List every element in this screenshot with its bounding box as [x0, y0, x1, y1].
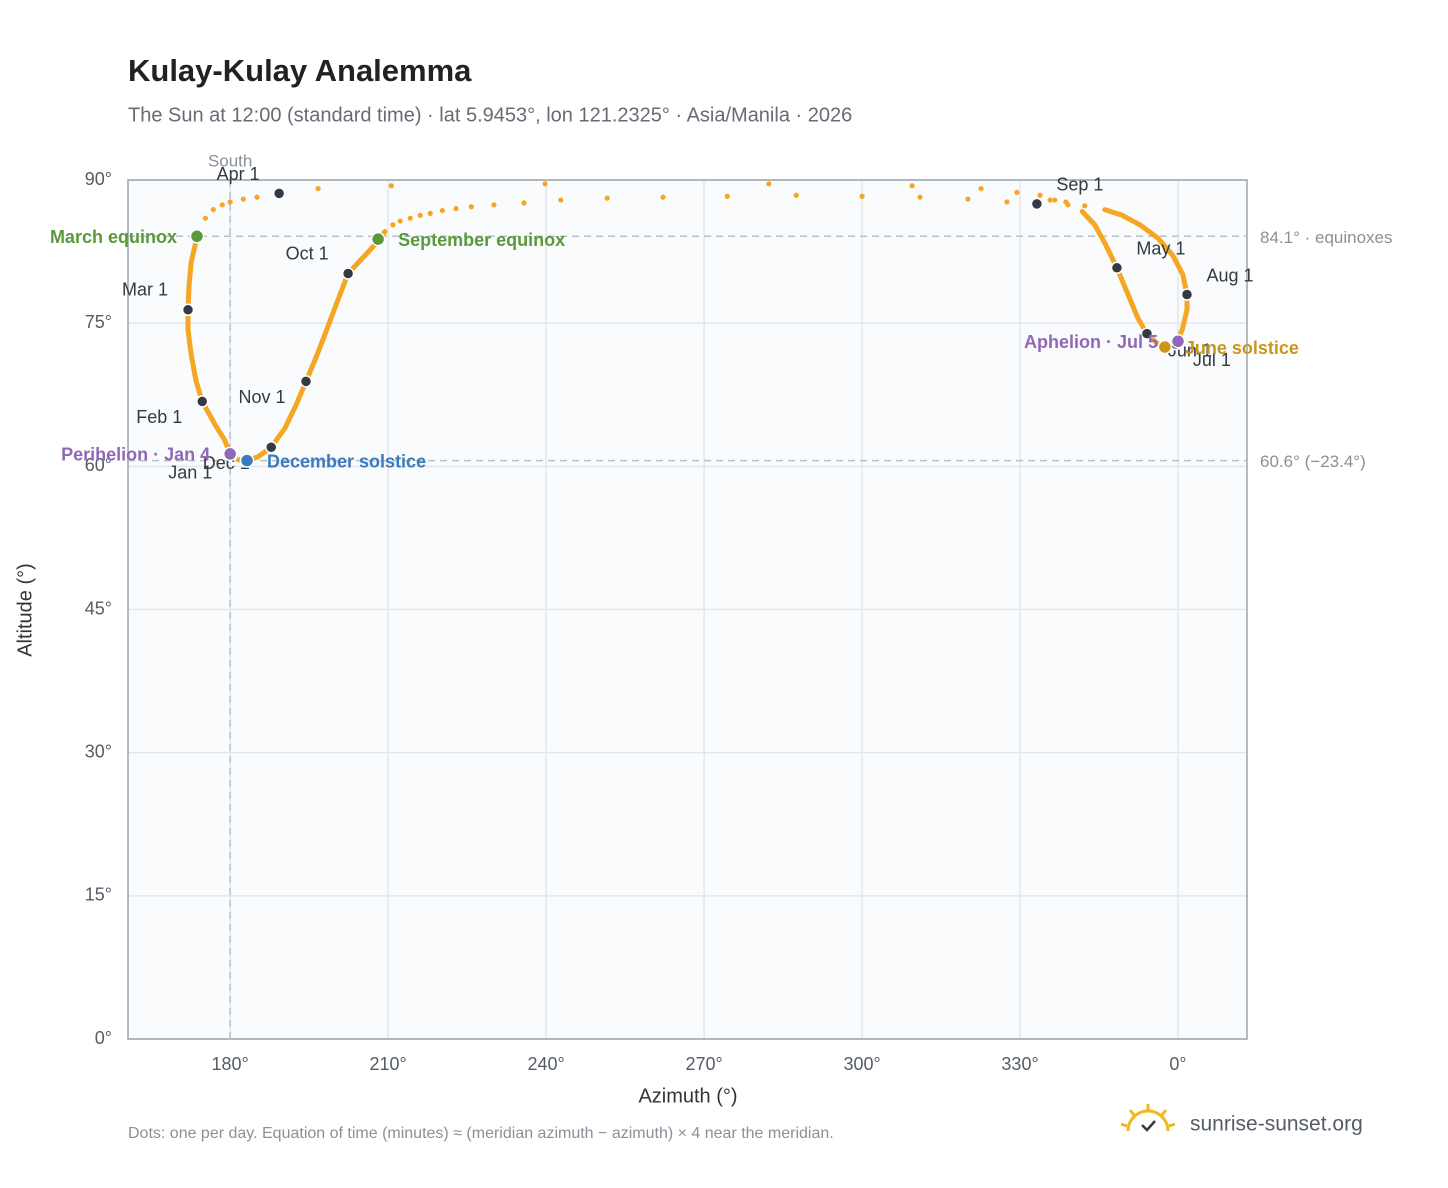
day-dot: [766, 181, 772, 187]
day-dot: [1047, 197, 1053, 203]
day-dot: [453, 206, 459, 212]
day-dot: [604, 195, 610, 201]
brand: sunrise-sunset.org: [1190, 1113, 1363, 1136]
day-dot: [240, 196, 246, 202]
y-axis-label: Altitude (°): [14, 563, 36, 657]
day-dot: [909, 183, 915, 189]
day-dot: [397, 218, 403, 224]
month-marker: [272, 187, 286, 200]
event-marker: [239, 453, 255, 468]
day-dot: [558, 197, 564, 203]
day-dot: [254, 194, 260, 200]
day-dot: [1082, 203, 1088, 209]
month-marker: [264, 440, 278, 454]
event-marker: [370, 231, 386, 247]
month-label: Jan 1: [168, 463, 212, 483]
day-dot: [917, 194, 923, 200]
day-dot: [660, 194, 666, 200]
event-label: March equinox: [50, 227, 177, 247]
month-label: Dec 1: [203, 453, 250, 473]
day-dot: [965, 196, 971, 202]
day-dot: [417, 212, 423, 218]
month-marker: [1110, 261, 1124, 275]
day-dot: [1063, 199, 1069, 205]
day-dot: [542, 181, 548, 187]
day-dot: [724, 193, 730, 199]
month-marker: [1140, 327, 1154, 340]
day-dot: [427, 210, 433, 217]
day-dot: [407, 215, 413, 221]
reference-label: 60.6° (−23.4°): [1260, 452, 1366, 471]
event-label: June solstice: [1185, 338, 1299, 358]
event-label: Aphelion · Jul 5: [1024, 332, 1158, 352]
y-tick-label: 15°: [85, 885, 112, 905]
event-marker: [1157, 339, 1173, 355]
day-dot: [521, 200, 527, 206]
event-label: September equinox: [398, 230, 565, 250]
day-dot: [219, 202, 225, 208]
month-label: Sep 1: [1056, 175, 1103, 195]
event-marker: [189, 229, 205, 244]
day-dot: [859, 193, 865, 199]
day-dot: [210, 206, 216, 213]
x-axis-label: Azimuth (°): [638, 1085, 737, 1107]
reference-label: South: [208, 151, 252, 170]
month-marker: [195, 395, 209, 408]
x-tick-label: 180°: [212, 1054, 249, 1074]
day-dot: [1037, 192, 1043, 198]
month-label: Jul 1: [1193, 350, 1231, 370]
day-dot: [1052, 197, 1058, 203]
month-marker: [1180, 288, 1194, 301]
event-label: Perihelion · Jan 4: [61, 445, 210, 465]
x-tick-label: 210°: [370, 1054, 407, 1074]
month-marker: [341, 267, 355, 280]
y-tick-label: 30°: [85, 741, 112, 761]
plot-frame: [127, 179, 1248, 1040]
event-marker: [1170, 334, 1186, 349]
event-label: December solstice: [267, 451, 426, 471]
day-dot: [388, 183, 394, 189]
chart-title: Kulay-Kulay Analemma: [128, 53, 472, 88]
day-dot: [439, 207, 445, 214]
month-marker: [1030, 197, 1044, 211]
day-dot: [315, 185, 321, 192]
x-tick-label: 270°: [685, 1054, 722, 1074]
event-marker: [222, 446, 238, 462]
y-tick-label: 90°: [85, 169, 112, 189]
month-label: May 1: [1136, 239, 1185, 259]
day-dot: [1014, 189, 1020, 196]
day-dot: [793, 192, 799, 198]
month-label: Oct 1: [286, 243, 329, 263]
day-dot: [227, 199, 233, 205]
day-dot: [1004, 199, 1010, 205]
month-marker: [181, 303, 195, 317]
y-tick-label: 0°: [95, 1028, 112, 1048]
day-dot: [202, 215, 209, 221]
x-tick-label: 0°: [1169, 1054, 1186, 1074]
x-tick-label: 240°: [527, 1054, 564, 1074]
logo: [1120, 1104, 1176, 1132]
reference-label: 84.1° · equinoxes: [1260, 228, 1393, 247]
month-label: Feb 1: [136, 407, 182, 427]
day-dot: [468, 204, 474, 210]
footnote: Dots: one per day. Equation of time (min…: [128, 1125, 834, 1142]
day-dot: [390, 222, 396, 228]
month-label: Apr 1: [217, 164, 260, 184]
x-tick-label: 330°: [1001, 1054, 1038, 1074]
month-label: Mar 1: [122, 280, 168, 300]
y-tick-label: 45°: [85, 598, 112, 618]
x-tick-label: 300°: [843, 1054, 880, 1074]
y-tick-label: 75°: [85, 312, 112, 332]
day-dot: [978, 185, 984, 192]
y-tick-label: 60°: [85, 455, 112, 475]
month-marker: [299, 375, 313, 388]
month-label: Nov 1: [238, 387, 285, 407]
month-label: Aug 1: [1206, 265, 1253, 285]
subtitle: The Sun at 12:00 (standard time) · lat 5…: [128, 104, 852, 126]
day-dot: [491, 202, 497, 208]
